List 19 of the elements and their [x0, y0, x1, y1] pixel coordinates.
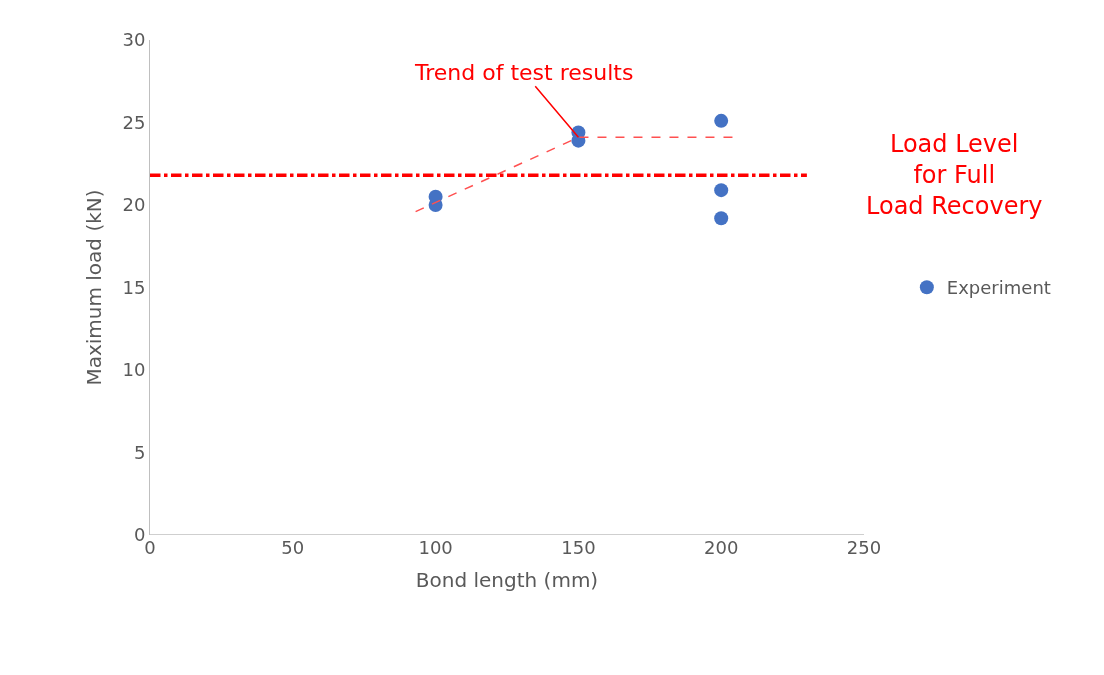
- y-tick-label: 30: [122, 29, 146, 51]
- x-tick-label: 250: [846, 537, 882, 558]
- x-tick-label: 200: [704, 537, 739, 558]
- y-tick-label: 15: [122, 276, 146, 298]
- point: [714, 211, 729, 226]
- y-tick-label: 10: [122, 359, 146, 381]
- legend-label: Experiment: [946, 277, 1051, 299]
- y-tick-label: 20: [122, 194, 146, 216]
- y-tick-label: 25: [122, 111, 146, 133]
- point: [714, 183, 729, 198]
- x-tick-label: 100: [418, 537, 453, 558]
- y-axis-title: Maximum load (kN): [81, 189, 106, 386]
- annotation: Trend of test results: [414, 60, 634, 85]
- ref-line-label: Load Level for Full Load Recovery: [866, 130, 1043, 221]
- y-tick-label: 5: [133, 441, 146, 463]
- x-tick-label: 50: [281, 537, 305, 558]
- point: [714, 113, 729, 128]
- x-tick-label: 150: [561, 537, 596, 558]
- x-axis-title: Bond length (mm): [415, 567, 599, 592]
